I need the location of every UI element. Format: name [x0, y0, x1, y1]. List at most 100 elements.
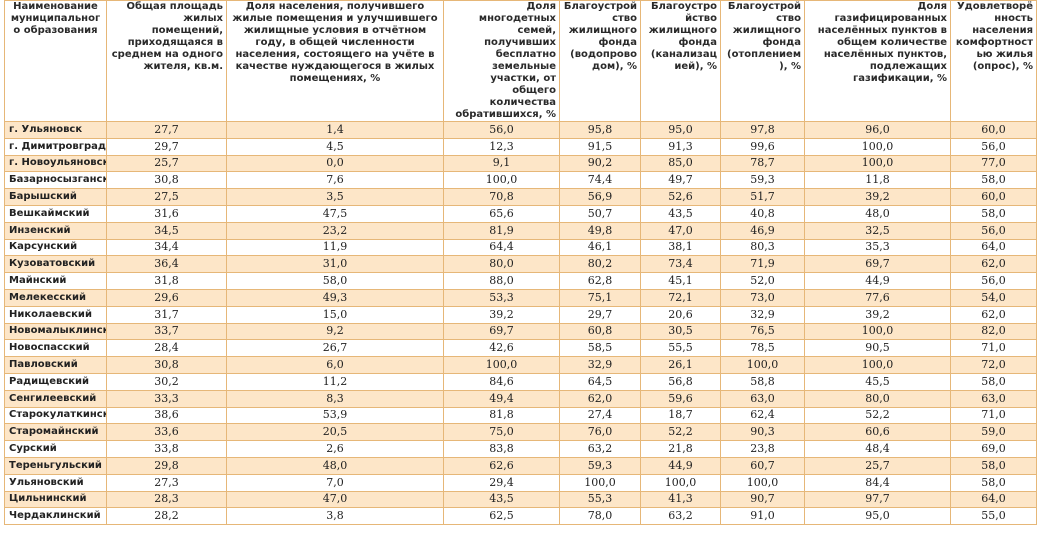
header-satisfaction: Удовлетворённость населения комфортность…: [950, 0, 1037, 122]
table-row: Радищевский 30,2 11,2 84,6 64,5 56,8 58,8 45,5 5…: [4, 372, 1037, 391]
value-cell: 80,3: [720, 238, 805, 257]
value-cell: 33,3: [106, 389, 227, 408]
value-cell: 40,8: [720, 204, 805, 223]
value-cell: 71,0: [950, 339, 1037, 358]
value-cell: 44,9: [804, 272, 951, 290]
value-cell: 80,0: [804, 389, 951, 408]
value-cell: 63,0: [950, 389, 1037, 408]
value-cell: 23,2: [226, 221, 444, 240]
value-cell: 2,6: [226, 440, 444, 458]
value-cell: 71,0: [950, 406, 1037, 425]
value-cell: 54,0: [950, 288, 1037, 307]
value-cell: 43,5: [640, 204, 721, 223]
value-cell: 84,6: [443, 372, 560, 391]
value-cell: 38,6: [106, 406, 227, 425]
value-cell: 58,5: [559, 339, 641, 358]
value-cell: 91,3: [640, 137, 721, 156]
value-cell: 69,7: [804, 255, 951, 274]
value-cell: 100,0: [804, 356, 951, 374]
value-cell: 11,9: [226, 238, 444, 257]
value-cell: 6,0: [226, 356, 444, 374]
value-cell: 84,4: [804, 473, 951, 492]
value-cell: 47,0: [640, 221, 721, 240]
value-cell: 29,6: [106, 288, 227, 307]
value-cell: 64,0: [950, 238, 1037, 257]
municipality-name-cell: Базарносызганский: [4, 171, 107, 190]
value-cell: 58,0: [950, 171, 1037, 190]
value-cell: 63,2: [640, 507, 721, 526]
value-cell: 25,7: [804, 456, 951, 475]
value-cell: 96,0: [804, 121, 951, 139]
value-cell: 81,9: [443, 221, 560, 240]
header-row: Наименование муниципального образования …: [4, 0, 1037, 122]
value-cell: 21,8: [640, 440, 721, 458]
value-cell: 27,7: [106, 121, 227, 139]
table-header: Наименование муниципального образования …: [4, 0, 1037, 122]
value-cell: 32,9: [720, 305, 805, 324]
value-cell: 58,8: [720, 372, 805, 391]
municipality-name-cell: Чердаклинский: [4, 507, 107, 526]
value-cell: 81,8: [443, 406, 560, 425]
value-cell: 34,5: [106, 221, 227, 240]
value-cell: 59,3: [720, 171, 805, 190]
value-cell: 80,2: [559, 255, 641, 274]
municipality-name-cell: Ульяновский: [4, 473, 107, 492]
value-cell: 62,6: [443, 456, 560, 475]
table-row: Базарносызганский30,87,6100,074,449,759,…: [4, 171, 1037, 190]
value-cell: 41,3: [640, 490, 721, 509]
value-cell: 100,0: [720, 356, 805, 374]
value-cell: 100,0: [443, 171, 560, 190]
municipality-name-cell: Старомайнский: [4, 423, 107, 442]
value-cell: 77,0: [950, 154, 1037, 173]
value-cell: 62,0: [559, 389, 641, 408]
table-row: Сенгилеевский 33,3 8,3 49,4 62,0 59,6 63,0 80,0…: [4, 389, 1037, 408]
value-cell: 33,8: [106, 440, 227, 458]
value-cell: 28,3: [106, 490, 227, 509]
value-cell: 62,0: [950, 305, 1037, 324]
value-cell: 60,6: [804, 423, 951, 442]
value-cell: 49,4: [443, 389, 560, 408]
value-cell: 72,1: [640, 288, 721, 307]
value-cell: 4,5: [226, 137, 444, 156]
table-row: Чердаклинский 28,2 3,8 62,5 78,0 63,2 91,0 95,0…: [4, 507, 1037, 526]
value-cell: 52,0: [720, 272, 805, 290]
value-cell: 1,4: [226, 121, 444, 139]
municipality-name-cell: Павловский: [4, 356, 107, 374]
table-row: Николаевский 31,7 15,0 39,2 29,7 20,6 32,9 39,2…: [4, 305, 1037, 324]
municipality-name-cell: г. Димитровград: [4, 137, 107, 156]
value-cell: 7,0: [226, 473, 444, 492]
table-row: г. Новоульяновск 25,7 0,0 9,1 90,2 85,0 78,7 10…: [4, 154, 1037, 173]
value-cell: 73,0: [720, 288, 805, 307]
value-cell: 62,0: [950, 255, 1037, 274]
value-cell: 39,2: [443, 305, 560, 324]
value-cell: 65,6: [443, 204, 560, 223]
value-cell: 60,0: [950, 188, 1037, 206]
value-cell: 31,7: [106, 305, 227, 324]
value-cell: 11,2: [226, 372, 444, 391]
header-sewerage: Благоустройство жилищного фонда (канализ…: [640, 0, 721, 122]
value-cell: 91,5: [559, 137, 641, 156]
value-cell: 49,3: [226, 288, 444, 307]
value-cell: 29,8: [106, 456, 227, 475]
value-cell: 33,7: [106, 322, 227, 341]
municipality-name-cell: Майнский: [4, 272, 107, 290]
table-row: г. Димитровград 29,7 4,5 12,3 91,5 91,3 99,6 10…: [4, 137, 1037, 156]
value-cell: 52,2: [640, 423, 721, 442]
municipality-name-cell: Вешкаймский: [4, 204, 107, 223]
value-cell: 73,4: [640, 255, 721, 274]
table-row: Майнский 31,8 58,0 88,0 62,8 45,1 52,0 44,9 56,0: [4, 272, 1037, 290]
value-cell: 99,6: [720, 137, 805, 156]
value-cell: 80,0: [443, 255, 560, 274]
value-cell: 0,0: [226, 154, 444, 173]
value-cell: 62,4: [720, 406, 805, 425]
value-cell: 45,5: [804, 372, 951, 391]
value-cell: 56,9: [559, 188, 641, 206]
municipality-name-cell: Сурский: [4, 440, 107, 458]
value-cell: 55,0: [950, 507, 1037, 526]
value-cell: 26,7: [226, 339, 444, 358]
value-cell: 70,8: [443, 188, 560, 206]
value-cell: 59,6: [640, 389, 721, 408]
value-cell: 47,5: [226, 204, 444, 223]
value-cell: 20,6: [640, 305, 721, 324]
value-cell: 76,0: [559, 423, 641, 442]
